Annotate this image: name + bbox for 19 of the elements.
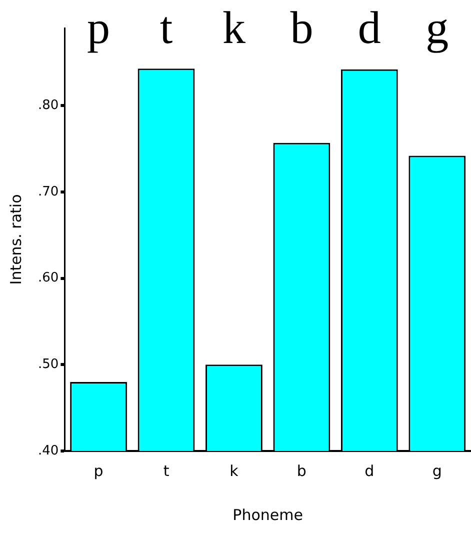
y-tick-label: .70	[38, 184, 59, 200]
x-tick-label: t	[160, 2, 173, 53]
x-tick-label: b	[290, 2, 314, 53]
text: g	[432, 462, 442, 480]
y-tick-label: .40	[38, 443, 59, 458]
text: d	[364, 462, 374, 480]
x-tick-label: d	[358, 2, 381, 53]
y-tick-label: .60	[38, 270, 59, 286]
y-axis-title: Intens. ratio	[6, 194, 25, 285]
y-tick-label: .50	[38, 357, 59, 372]
text: p	[94, 462, 104, 480]
y-tick-label: .80	[38, 98, 59, 114]
x-tick-label: p	[87, 2, 110, 53]
text: t	[163, 462, 170, 480]
x-tick-label: g	[426, 2, 449, 53]
x-tick-label: k	[222, 2, 246, 53]
x-axis-title: Phoneme	[232, 506, 303, 524]
text: k	[230, 462, 239, 480]
text: b	[296, 462, 306, 480]
